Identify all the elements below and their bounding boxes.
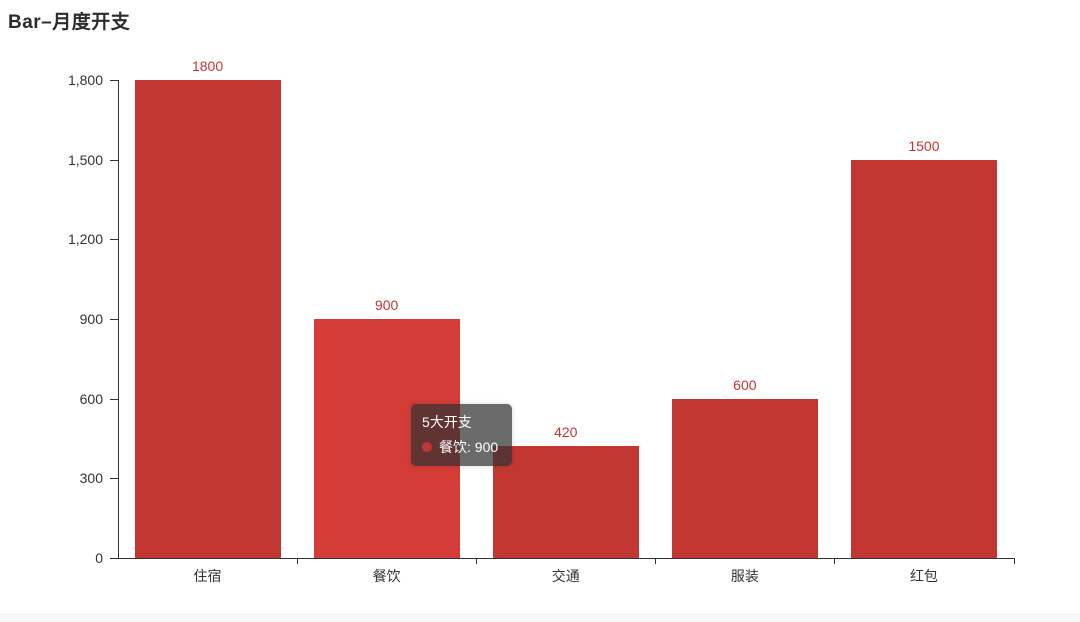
bar-value-label: 1800 — [191, 58, 224, 74]
tooltip: 5大开支 餐饮: 900 — [411, 404, 513, 466]
y-axis-line — [118, 80, 119, 558]
bar-住宿[interactable] — [134, 80, 281, 558]
x-axis-tick — [834, 558, 836, 564]
bar-value-label: 420 — [554, 424, 578, 441]
x-axis-category-label: 服装 — [730, 568, 759, 584]
y-axis-tick — [110, 319, 118, 320]
y-axis-tick — [110, 478, 118, 480]
y-axis-tick-label: 900 — [79, 311, 103, 327]
x-axis-line — [118, 558, 1014, 559]
y-axis-tick-label: 1,500 — [67, 151, 103, 168]
y-axis-tick — [110, 159, 118, 161]
y-axis-tick — [110, 239, 118, 241]
y-axis-tick-label: 300 — [79, 470, 103, 487]
x-axis-category-label: 红包 — [909, 568, 938, 584]
bar-交通[interactable] — [492, 446, 639, 558]
y-axis-tick-label: 1,800 — [67, 72, 103, 88]
bar-value-label: 600 — [733, 376, 757, 393]
x-axis-category-label: 交通 — [551, 568, 580, 584]
x-axis-tick — [476, 558, 478, 564]
bar-value-label: 900 — [374, 297, 399, 313]
y-axis-tick — [110, 398, 118, 400]
tooltip-item-value: 餐饮: 900 — [439, 439, 499, 455]
y-axis-tick-label: 0 — [95, 550, 103, 566]
bar-value-label: 1500 — [908, 137, 940, 154]
x-axis-tick — [1013, 558, 1015, 564]
tooltip-marker-icon — [422, 442, 432, 452]
y-axis-tick — [110, 80, 118, 81]
bar-红包[interactable] — [850, 159, 997, 558]
page-bottom-strip — [0, 613, 1080, 622]
y-axis-tick-label: 600 — [79, 390, 103, 407]
y-axis-tick — [110, 558, 118, 559]
x-axis-category-label: 餐饮 — [372, 568, 401, 584]
y-axis-tick-label: 1,200 — [67, 231, 103, 248]
x-axis-tick — [297, 558, 299, 564]
tooltip-series-title: 5大开支 — [422, 414, 472, 430]
x-axis-category-label: 住宿 — [193, 568, 222, 584]
x-axis-tick — [655, 558, 657, 564]
tooltip-item-row: 餐饮: 900 — [422, 437, 498, 457]
bar-服装[interactable] — [671, 398, 818, 558]
chart-title: Bar–月度开支 — [8, 12, 131, 33]
